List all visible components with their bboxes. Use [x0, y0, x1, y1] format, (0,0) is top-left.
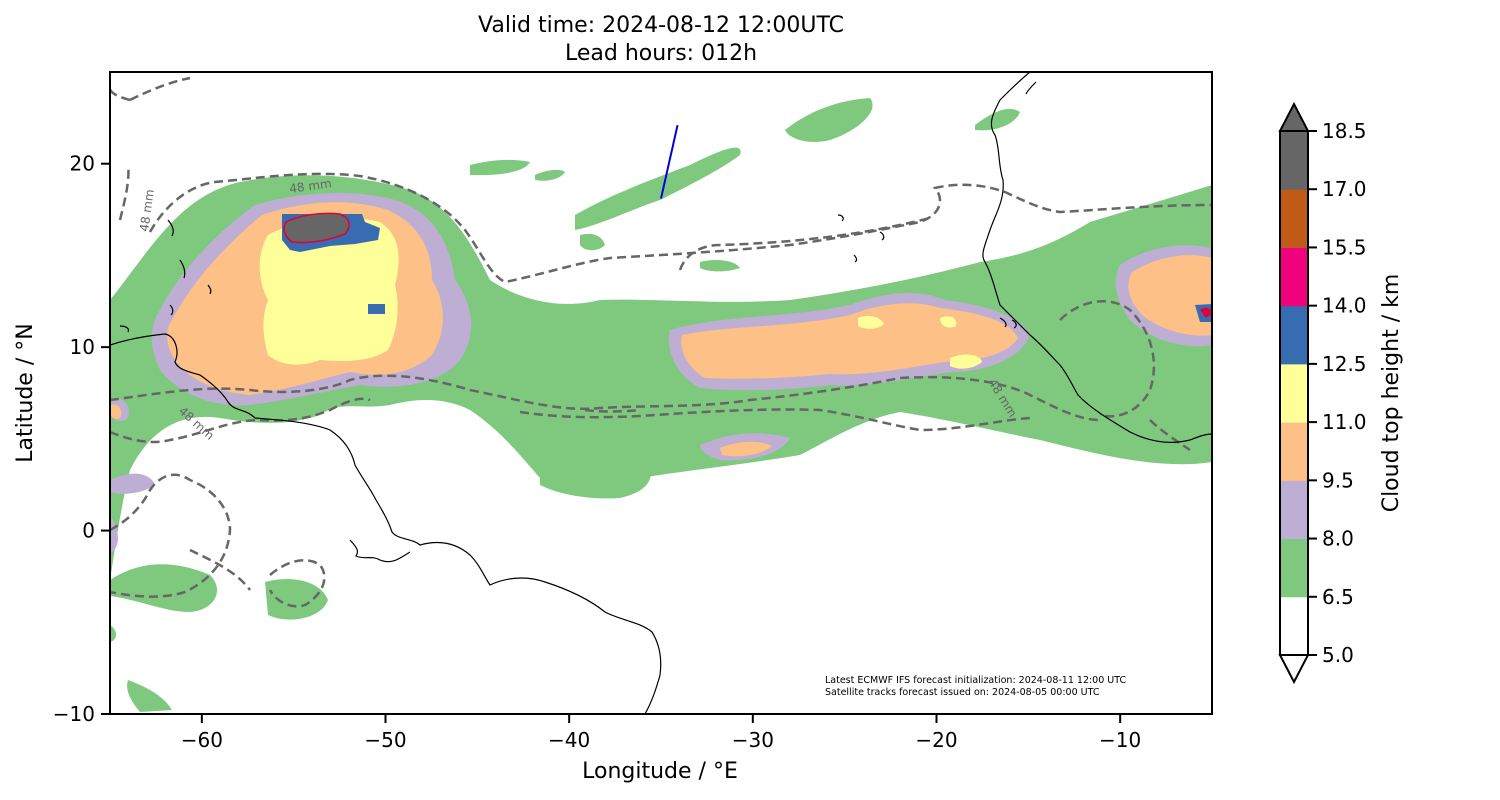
colorbar-segment [1280, 305, 1308, 365]
colorbar-segment [1280, 363, 1308, 423]
colorbar-extend-min [1278, 654, 1310, 685]
colorbar-tick-label: 9.5 [1322, 468, 1354, 492]
x-axis-ticks: −60 −50 −40 −30 −20 −10 [181, 714, 1141, 752]
x-tick-label: −30 [732, 728, 774, 752]
cloud-top-height-fill [110, 98, 1212, 712]
colorbar-tick-label: 12.5 [1322, 352, 1367, 376]
colorbar-segment [1280, 422, 1308, 481]
colorbar-tick-label: 18.5 [1322, 119, 1367, 143]
y-axis-label: Latitude / °N [13, 323, 38, 462]
colorbar-segment [1280, 131, 1308, 190]
colorbar-tick-label: 14.0 [1322, 294, 1367, 318]
colorbar-segment [1280, 596, 1308, 656]
forecast-init-note: Latest ECMWF IFS forecast initialization… [825, 675, 1126, 686]
y-tick-label: 20 [70, 152, 95, 176]
colorbar-segment [1280, 189, 1308, 248]
colorbar-segment [1280, 480, 1308, 540]
x-tick-label: −10 [1099, 728, 1141, 752]
satellite-track [660, 124, 679, 199]
contour-label: 48 mm [288, 176, 332, 196]
y-tick-label: 0 [82, 519, 95, 543]
figure-title-valid-time: Valid time: 2024-08-12 12:00UTC [478, 13, 844, 38]
x-tick-label: −50 [364, 728, 406, 752]
colorbar-label: Cloud top height / km [1379, 274, 1404, 513]
colorbar-frame [1279, 130, 1309, 656]
colorbar-extend-max [1278, 101, 1310, 132]
colorbar-tick-label: 5.0 [1322, 643, 1354, 667]
colorbar-segment [1280, 247, 1308, 307]
satellite-track-note: Satellite tracks forecast issued on: 202… [825, 687, 1100, 698]
precip-contours [110, 76, 1212, 608]
figure-title-lead-hours: Lead hours: 012h [564, 41, 758, 66]
x-axis-label: Longitude / °E [582, 759, 738, 784]
y-tick-label: −10 [53, 702, 95, 726]
map-panel: 48 mm 48 mm 48 mm 48 mm Latest ECMWF IFS… [110, 72, 1212, 714]
colorbar-tick-label: 11.0 [1322, 410, 1367, 434]
colorbar-segment [1280, 538, 1308, 598]
x-tick-label: −60 [181, 728, 223, 752]
y-tick-label: 10 [70, 335, 95, 359]
contour-label: 48 mm [137, 188, 157, 232]
x-tick-label: −40 [548, 728, 590, 752]
y-axis-ticks: −10 0 10 20 [53, 152, 110, 726]
colorbar-tick-label: 6.5 [1322, 585, 1354, 609]
map-frame [109, 71, 1213, 715]
coastlines [110, 72, 1212, 714]
colorbar: 5.0 6.5 8.0 9.5 11.0 12.5 14.0 15.5 17.0 18.5 [1278, 101, 1367, 685]
colorbar-tick-label: 8.0 [1322, 527, 1354, 551]
colorbar-tick-label: 17.0 [1322, 177, 1367, 201]
x-tick-label: −20 [915, 728, 957, 752]
colorbar-tick-label: 15.5 [1322, 235, 1367, 259]
